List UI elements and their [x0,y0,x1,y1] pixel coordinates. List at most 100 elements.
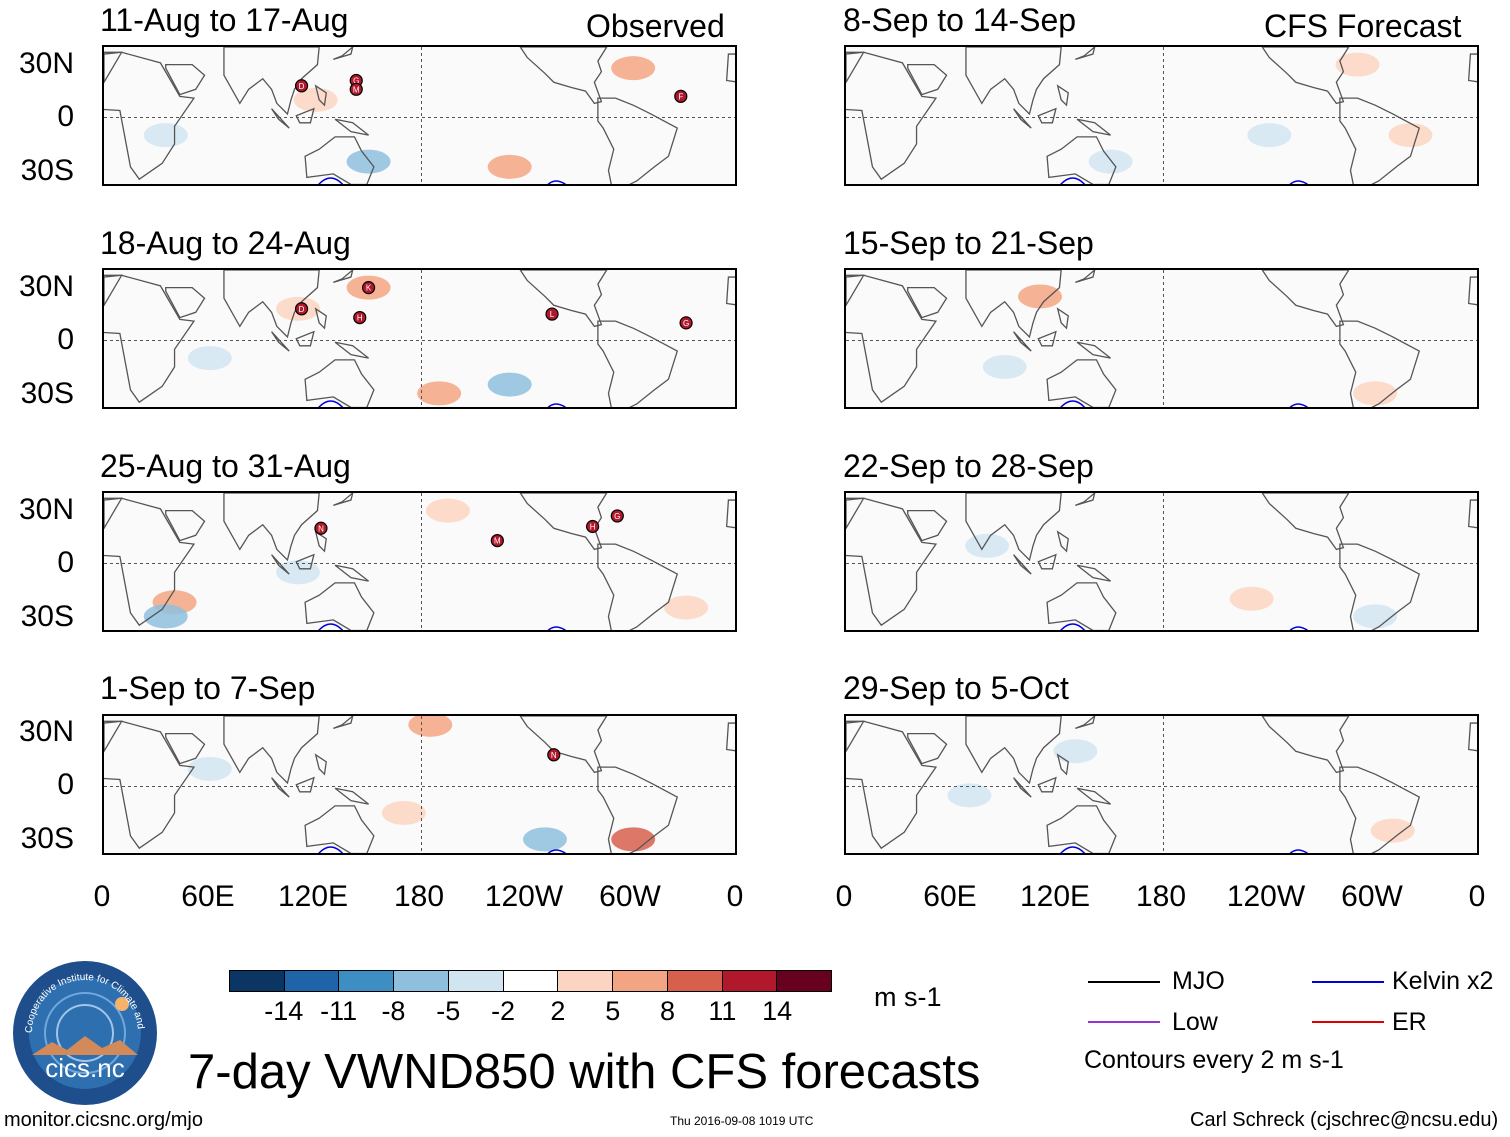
logo-text: cics.nc [45,1053,124,1083]
colorbar-tick-label: -8 [381,996,406,1026]
lon-label-60e: 60E [181,880,235,913]
lat-label-eq: 0 [57,100,74,133]
legend-label-er: ER [1392,1008,1427,1036]
continent-outline [1339,543,1421,630]
continent-outline [333,716,354,729]
kelvin-contour [318,400,567,407]
continent-outline [104,720,196,850]
continent-outline [846,720,938,850]
continent-outline [1056,84,1069,107]
continent-outline [1261,270,1350,328]
lat-label-eq: 0 [57,323,74,356]
wind-anomaly-blob [425,498,470,523]
lat-label-30n: 30N [18,715,74,748]
wind-anomaly-blob [611,827,656,852]
continent-outline [165,286,206,319]
continent-outline [1339,320,1421,407]
map-panel-8 [844,714,1479,855]
map-panel-2-svg: D K H L G [104,270,735,407]
colorbar-tick-label: 2 [550,996,566,1026]
colorbar-swatch [777,971,832,991]
kelvin-contour [1060,623,1309,630]
colorbar-swatch [448,971,504,991]
storm-letter: K [366,284,372,293]
continent-outline [334,787,369,805]
colorbar-tick-label: 11 [708,996,737,1026]
continent-outline [1075,47,1096,60]
continent-outline [223,493,320,562]
continent-outline [1013,777,1032,798]
lon-label-60e: 60E [923,880,977,913]
continent-outline [907,63,948,96]
map-panel-3-svg: N M H G [104,493,735,630]
continent-outline [1037,776,1057,793]
wind-anomaly-blob [1353,381,1398,406]
continent-outline [333,270,354,283]
storm-marker: N [547,748,561,762]
continent-outline [104,720,123,753]
continent-outline [1056,753,1069,776]
colorbar-swatch [284,971,340,991]
lon-label-120e: 120E [277,880,349,913]
wind-anomaly-blob [965,533,1010,558]
continent-outline [1261,493,1350,551]
storm-letter: G [353,76,359,85]
footer-url[interactable]: monitor.cicsnc.org/mjo [4,1109,203,1131]
lon-label-120w: 120W [1226,880,1306,913]
colorbar-swatch [558,971,614,991]
continent-outline [271,108,290,129]
continent-outline [314,530,327,553]
storm-marker: M [490,533,504,548]
continent-outline [1467,722,1477,752]
continent-outline [1076,341,1111,359]
wind-anomaly-blob [1088,149,1133,174]
storm-letter: M [353,85,360,94]
lon-label-0: 0 [835,880,853,913]
wind-anomaly-blob [187,756,232,781]
legend-line-low [1088,1021,1160,1023]
continent-outline [1037,107,1057,124]
map-panel-4-svg: N [104,716,735,853]
lat-label-30n: 30N [18,270,74,303]
continent-outline [846,51,865,84]
continent-outline [1013,331,1032,352]
continent-outline [304,805,375,853]
continent-outline [333,47,354,60]
wind-anomaly-blob [1370,818,1415,843]
storm-marker: G [679,316,693,330]
continent-outline [1076,564,1111,582]
legend-line-mjo [1088,981,1160,983]
continent-outline [1046,582,1117,630]
wind-anomaly-blob [487,154,532,179]
continent-outline [314,307,327,330]
panel-title-6: 15-Sep to 21-Sep [843,225,1094,261]
continent-outline [271,331,290,352]
storm-letter: F [678,92,683,101]
continent-outline [597,320,679,407]
kelvin-contour [1060,177,1309,184]
lon-label-60w: 60W [599,880,661,913]
lon-label-180: 180 [1135,880,1187,913]
continent-outline [846,497,865,530]
footer-timestamp: Thu 2016-09-08 1019 UTC [670,1114,814,1128]
map-panel-7 [844,491,1479,632]
wind-anomaly-blob [982,354,1027,379]
map-panel-1-svg: D GM F [104,47,735,184]
panel-title-3: 25-Aug to 31-Aug [100,448,351,484]
continent-outline [519,493,608,551]
kelvin-contour [1060,400,1309,407]
wind-anomaly-blob [276,560,321,585]
storm-letter: G [683,319,689,328]
panel-title-5: 8-Sep to 14-Sep [843,2,1077,38]
lon-label-120w: 120W [484,880,564,913]
continent-outline [965,493,1062,562]
map-panel-6-svg [846,270,1477,407]
continent-outline [846,274,865,307]
storm-marker: D [294,79,309,93]
continent-outline [597,766,679,853]
kelvin-contour [318,846,567,853]
continent-outline [519,47,608,105]
continent-outline [1467,276,1477,306]
continent-outline [519,270,608,328]
